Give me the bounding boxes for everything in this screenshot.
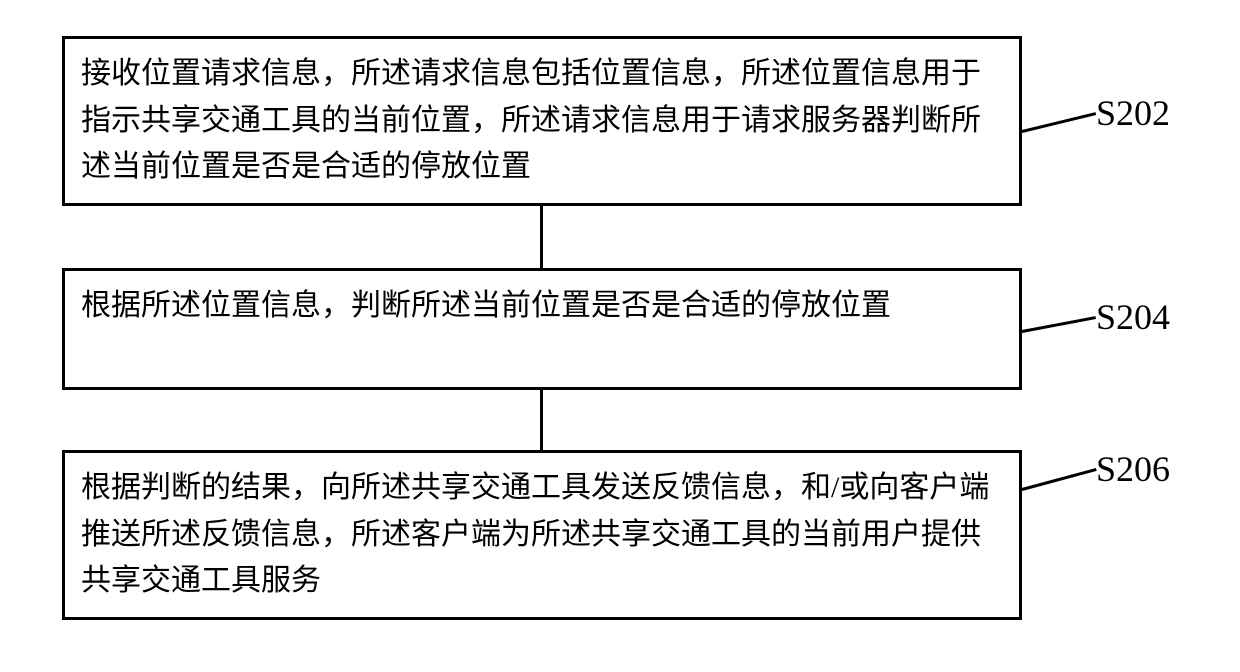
leader-line-s206 xyxy=(1022,468,1097,491)
flow-label-s206: S206 xyxy=(1096,448,1170,490)
flow-label-s202: S202 xyxy=(1096,92,1170,134)
leader-line-s202 xyxy=(1022,112,1097,133)
flow-node-s202-text: 接收位置请求信息，所述请求信息包括位置信息，所述位置信息用于指示共享交通工具的当… xyxy=(81,57,981,183)
connector-s204-s206 xyxy=(540,390,543,450)
flow-node-s204: 根据所述位置信息，判断所述当前位置是否是合适的停放位置 xyxy=(62,268,1022,390)
flow-label-s204: S204 xyxy=(1096,296,1170,338)
flowchart-canvas: 接收位置请求信息，所述请求信息包括位置信息，所述位置信息用于指示共享交通工具的当… xyxy=(0,0,1240,672)
flow-node-s204-text: 根据所述位置信息，判断所述当前位置是否是合适的停放位置 xyxy=(81,289,891,322)
flow-node-s206-text: 根据判断的结果，向所述共享交通工具发送反馈信息，和/或向客户端推送所述反馈信息，… xyxy=(81,471,989,597)
flow-node-s202: 接收位置请求信息，所述请求信息包括位置信息，所述位置信息用于指示共享交通工具的当… xyxy=(62,36,1022,206)
flow-node-s206: 根据判断的结果，向所述共享交通工具发送反馈信息，和/或向客户端推送所述反馈信息，… xyxy=(62,450,1022,620)
connector-s202-s204 xyxy=(540,206,543,268)
leader-line-s204 xyxy=(1022,316,1097,333)
